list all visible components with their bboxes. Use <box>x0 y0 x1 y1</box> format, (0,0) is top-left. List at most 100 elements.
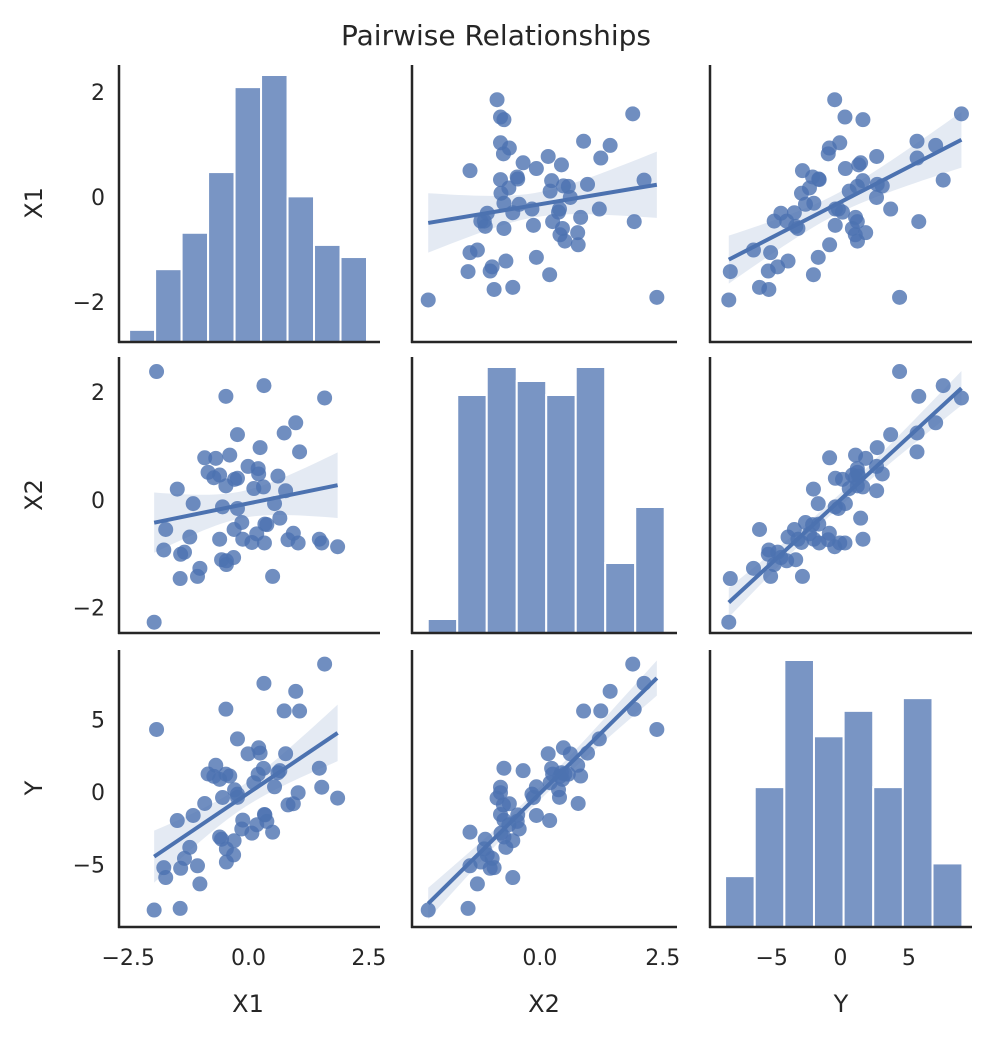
regression-line <box>727 138 963 262</box>
scatter-point <box>149 721 165 737</box>
scatter-point <box>883 427 899 443</box>
scatter-point <box>146 614 162 630</box>
scatter-point <box>172 571 188 587</box>
scatter-point <box>827 217 843 233</box>
scatter-point <box>515 155 531 171</box>
scatter-point <box>176 850 192 866</box>
scatter-point <box>501 140 517 156</box>
scatter-point <box>265 568 281 584</box>
scatter-point <box>761 281 777 297</box>
scatter-point <box>832 535 848 551</box>
scatter-point <box>869 483 885 499</box>
scatter-point <box>542 267 558 283</box>
scatter-point <box>528 249 544 265</box>
histogram-bar <box>154 268 183 344</box>
scatter-point <box>492 785 508 801</box>
scatter-point <box>501 796 517 812</box>
scatter-point <box>250 461 266 477</box>
panel-x1-vs-y <box>708 65 972 344</box>
scatter-point <box>869 440 885 456</box>
scatter-point <box>498 253 514 269</box>
scatter-point <box>835 204 851 220</box>
y-tick-label: 5 <box>91 709 105 734</box>
panel-y-vs-y: −5 0 5 <box>708 650 972 971</box>
scatter-point <box>909 444 925 460</box>
histogram-bar <box>456 394 488 634</box>
scatter-point <box>763 245 779 261</box>
scatter-point <box>806 195 822 211</box>
scatter-point <box>773 550 789 566</box>
x-tick-label: −2.5 <box>101 946 154 971</box>
scatter-point <box>593 703 609 719</box>
scatter-point <box>721 614 737 630</box>
scatter-point <box>272 510 288 526</box>
scatter-point <box>192 876 208 892</box>
scatter-point <box>745 560 761 576</box>
scatter-point <box>874 466 890 482</box>
scatter-point <box>484 259 500 275</box>
scatter-point <box>460 900 476 916</box>
scatter-point <box>460 264 476 280</box>
regression-line <box>153 731 339 859</box>
scatter-point <box>551 204 567 220</box>
scatter-point <box>805 481 821 497</box>
scatter-point <box>557 233 573 249</box>
scatter-point <box>249 817 265 833</box>
scatter-point <box>492 806 508 822</box>
scatter-point <box>246 481 262 497</box>
scatter-point <box>197 795 213 811</box>
scatter-point <box>172 900 188 916</box>
histogram-bar <box>286 195 316 343</box>
scatter-point <box>810 496 826 512</box>
scatter-point <box>555 740 571 756</box>
scatter-point <box>837 161 853 177</box>
scatter-point <box>226 550 242 566</box>
scatter-point <box>580 176 596 192</box>
scatter-point <box>801 180 817 196</box>
scatter-point <box>182 529 198 545</box>
y-tick-label: −5 <box>73 854 105 879</box>
scatter-point <box>827 92 843 108</box>
scatter-point <box>496 220 512 236</box>
scatter-point <box>849 464 865 480</box>
scatter-point <box>837 109 853 125</box>
scatter-point <box>510 171 526 187</box>
col-label-y: Y <box>833 990 849 1018</box>
scatter-point <box>227 782 243 798</box>
scatter-point <box>469 876 485 892</box>
scatter-point <box>267 779 283 795</box>
scatter-point <box>420 292 436 308</box>
scatter-point <box>551 782 567 798</box>
scatter-point <box>420 902 436 918</box>
scatter-point <box>928 415 944 431</box>
scatter-point <box>788 552 804 568</box>
scatter-point <box>330 539 346 555</box>
y-tick-label: 2 <box>91 81 105 106</box>
histogram-bar <box>901 697 934 929</box>
panel-x1-vs-x2 <box>410 65 677 344</box>
scatter-point <box>229 427 245 443</box>
scatter-point <box>786 522 802 537</box>
scatter-point <box>528 807 544 823</box>
scatter-point <box>810 249 826 265</box>
scatter-point <box>492 172 508 188</box>
scatter-point <box>821 525 837 541</box>
histogram-bar <box>574 366 607 634</box>
panel-x2-vs-x2 <box>410 357 677 635</box>
scatter-point <box>256 535 272 551</box>
scatter-point <box>591 731 607 747</box>
scatter-point <box>317 390 333 406</box>
scatter-point <box>721 292 737 308</box>
histogram-bar <box>485 366 518 634</box>
scatter-point <box>285 796 301 812</box>
scatter-point <box>462 245 478 261</box>
y-tick-label: −2 <box>73 291 105 316</box>
scatter-point <box>542 813 558 829</box>
scatter-point <box>185 496 201 512</box>
scatter-point <box>591 201 607 217</box>
histogram-bar <box>515 380 548 634</box>
scatter-point <box>218 388 234 404</box>
scatter-point <box>146 902 162 918</box>
panel-y-vs-x2: 0.0 2.5 <box>410 650 680 971</box>
scatter-point <box>593 150 609 166</box>
